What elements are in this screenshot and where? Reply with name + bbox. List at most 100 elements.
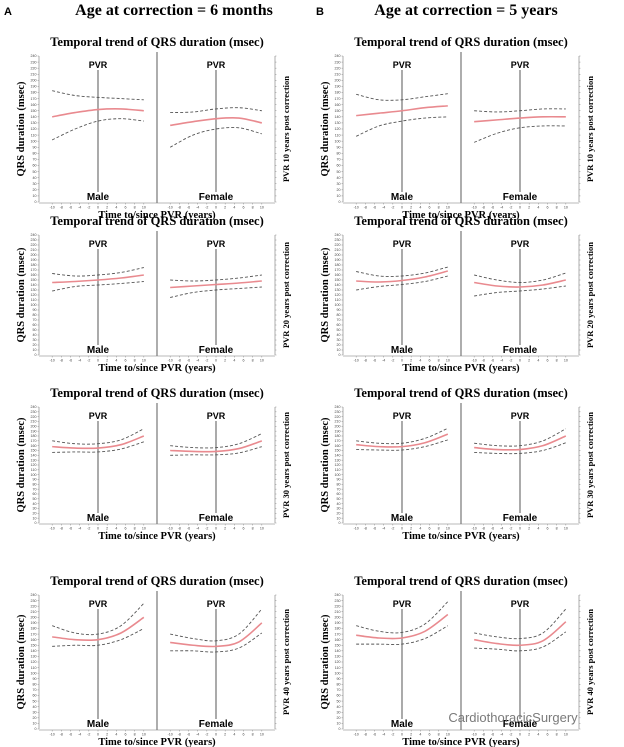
- y-tick-label: 180: [31, 627, 37, 631]
- y-tick-label: 0: [35, 353, 37, 357]
- x-tick-label: -2: [509, 359, 512, 363]
- series-line-lower: [170, 286, 262, 298]
- group-label-male: Male: [391, 192, 414, 203]
- y-tick-label: 170: [335, 268, 341, 272]
- x-tick-label: -4: [382, 206, 385, 210]
- y-tick-label: 60: [33, 694, 37, 698]
- group-label-female: Female: [199, 513, 234, 524]
- pvr-label: PVR: [89, 60, 108, 70]
- x-tick-label: -8: [364, 733, 367, 737]
- x-tick-label: 2: [224, 527, 226, 531]
- x-tick-label: -8: [178, 733, 181, 737]
- watermark-text: CardiothoracicSurgery: [448, 710, 578, 725]
- series-line-estimate: [474, 279, 566, 288]
- y-tick-label: 220: [31, 415, 37, 419]
- y-tick-label: 210: [335, 420, 341, 424]
- y-axis-label: QRS duration (msec): [16, 417, 27, 513]
- y-tick-label: 120: [335, 293, 341, 297]
- y-tick-label: 10: [337, 516, 341, 520]
- x-tick-label: -2: [87, 733, 90, 737]
- series-line-estimate: [52, 435, 145, 450]
- y-tick-label: 30: [337, 182, 341, 186]
- y-tick-label: 150: [335, 643, 341, 647]
- row-side-label: PVR 40 years post correction: [585, 609, 595, 715]
- y-tick-label: 120: [31, 127, 37, 131]
- pvr-label: PVR: [511, 60, 530, 70]
- y-tick-label: 150: [31, 643, 37, 647]
- x-tick-label: -6: [187, 527, 190, 531]
- x-tick-label: 0: [519, 733, 521, 737]
- y-tick-label: 170: [31, 268, 37, 272]
- pvr-label: PVR: [207, 411, 226, 421]
- series-line-upper: [52, 428, 145, 445]
- y-tick-label: 90: [33, 308, 37, 312]
- y-tick-label: 70: [337, 487, 341, 491]
- x-tick-label: -2: [391, 733, 394, 737]
- x-tick-label: 6: [547, 206, 549, 210]
- series-line-upper: [356, 601, 449, 634]
- x-tick-label: -10: [50, 359, 55, 363]
- x-tick-label: 4: [419, 359, 421, 363]
- y-tick-label: 220: [335, 415, 341, 419]
- x-tick-label: 4: [233, 733, 235, 737]
- x-tick-label: -10: [354, 527, 359, 531]
- x-tick-label: -2: [391, 359, 394, 363]
- y-tick-label: 30: [337, 507, 341, 511]
- x-tick-label: -6: [491, 527, 494, 531]
- x-tick-label: 2: [410, 206, 412, 210]
- x-tick-label: 4: [419, 527, 421, 531]
- series-line-estimate: [170, 440, 263, 453]
- row-side-label: PVR 10 years post correction: [281, 76, 291, 182]
- y-tick-label: 190: [335, 621, 341, 625]
- series-line-lower: [474, 285, 566, 297]
- panel-title: Temporal trend of QRS duration (msec): [50, 214, 264, 228]
- x-tick-label: -8: [364, 527, 367, 531]
- y-tick-label: 160: [335, 444, 341, 448]
- y-tick-label: 110: [31, 133, 37, 137]
- x-tick-label: 2: [106, 733, 108, 737]
- x-tick-label: -8: [60, 206, 63, 210]
- y-tick-label: 210: [31, 72, 37, 76]
- x-tick-label: -6: [491, 733, 494, 737]
- y-tick-label: 40: [33, 333, 37, 337]
- y-tick-label: 190: [335, 429, 341, 433]
- series-line-estimate: [52, 616, 145, 642]
- x-tick-label: -6: [187, 733, 190, 737]
- pvr-label: PVR: [511, 599, 530, 609]
- x-tick-label: -10: [472, 206, 477, 210]
- group-label-female: Female: [503, 513, 538, 524]
- x-tick-label: 2: [410, 733, 412, 737]
- chart-panel-b-4: Temporal trend of QRS duration (msec) QRS…: [320, 574, 595, 747]
- y-tick-label: 40: [33, 176, 37, 180]
- x-tick-label: -2: [87, 527, 90, 531]
- series-line-lower: [356, 439, 448, 451]
- y-tick-label: 80: [33, 152, 37, 156]
- x-axis-label: Time to/since PVR (years): [402, 737, 520, 747]
- y-tick-label: 140: [31, 649, 37, 653]
- y-tick-label: 210: [335, 610, 341, 614]
- y-tick-label: 140: [31, 115, 37, 119]
- group-label-male: Male: [87, 513, 110, 524]
- y-axis-label: QRS duration (msec): [320, 81, 331, 177]
- y-tick-label: 110: [335, 468, 341, 472]
- x-tick-label: -6: [187, 206, 190, 210]
- y-tick-label: 150: [335, 278, 341, 282]
- x-tick-label: -4: [382, 733, 385, 737]
- x-tick-label: 8: [438, 359, 440, 363]
- y-tick-label: 60: [33, 164, 37, 168]
- x-tick-label: 0: [97, 733, 99, 737]
- series-line-upper: [52, 90, 144, 101]
- series-line-upper: [474, 608, 567, 640]
- y-tick-label: 80: [33, 483, 37, 487]
- pvr-label: PVR: [511, 239, 530, 249]
- x-tick-label: -8: [60, 733, 63, 737]
- y-tick-label: 60: [33, 323, 37, 327]
- x-tick-label: -8: [364, 206, 367, 210]
- series-line-estimate: [170, 280, 262, 289]
- y-tick-label: 220: [31, 243, 37, 247]
- y-tick-label: 80: [337, 483, 341, 487]
- y-tick-label: 240: [31, 233, 37, 237]
- panel-title: Temporal trend of QRS duration (msec): [50, 574, 264, 588]
- y-tick-label: 130: [335, 655, 341, 659]
- x-tick-label: -10: [472, 359, 477, 363]
